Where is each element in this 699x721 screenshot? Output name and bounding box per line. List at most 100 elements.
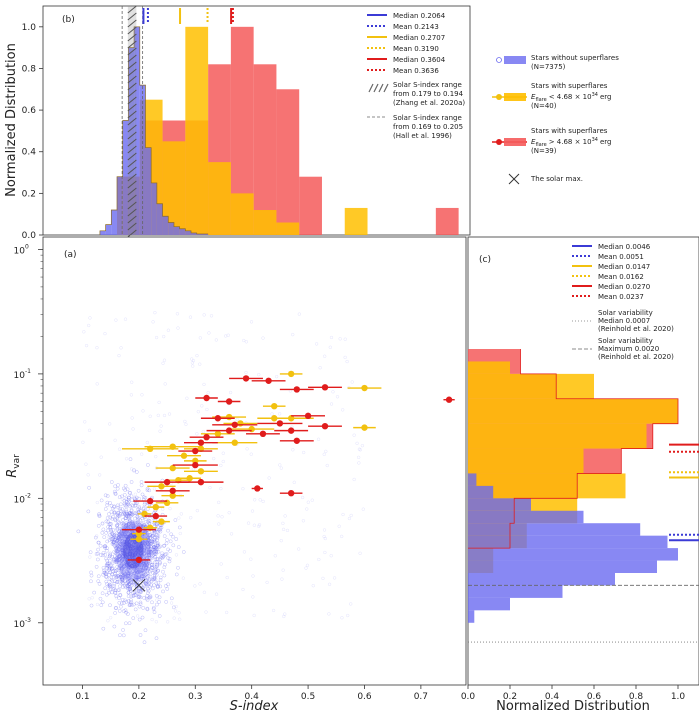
background-star xyxy=(305,563,310,567)
yellow-point xyxy=(231,439,238,446)
background-star xyxy=(140,452,144,456)
background-star xyxy=(134,601,139,606)
red-point xyxy=(192,461,199,469)
background-star xyxy=(126,572,131,576)
panel-b-legend-hatch-icon xyxy=(378,83,384,93)
panel-c-bar xyxy=(468,498,531,511)
background-star xyxy=(104,563,109,568)
background-star xyxy=(153,557,158,561)
background-star xyxy=(360,444,364,448)
background-star xyxy=(126,586,130,591)
background-star xyxy=(285,528,290,532)
background-star xyxy=(92,590,96,595)
panel-c-bar xyxy=(468,473,477,486)
background-star xyxy=(272,608,276,613)
solar-range-hatch-line xyxy=(127,152,137,161)
background-star xyxy=(315,342,319,346)
background-star xyxy=(144,578,149,583)
background-star xyxy=(127,543,132,548)
background-star xyxy=(178,617,182,621)
yellow-point xyxy=(158,518,165,525)
background-star xyxy=(291,333,295,337)
background-star xyxy=(138,562,143,567)
background-star xyxy=(341,408,345,412)
background-star xyxy=(123,317,128,321)
panel-b-bar xyxy=(299,176,322,235)
background-star xyxy=(152,487,156,491)
solar-range-hatch-line xyxy=(127,215,137,224)
background-star xyxy=(127,582,131,587)
background-star xyxy=(116,483,120,487)
background-star xyxy=(141,506,146,510)
panel-c-legend-entry: Solar variability xyxy=(598,337,653,345)
background-star xyxy=(108,566,112,571)
panel-b-bar xyxy=(139,85,146,235)
background-star xyxy=(181,576,185,580)
legend-yellow-cond-unit: erg xyxy=(600,93,612,101)
background-star xyxy=(201,430,205,434)
background-star xyxy=(350,380,354,384)
background-star xyxy=(127,566,131,570)
panel-a-xtick-label: 0.2 xyxy=(132,692,146,702)
legend-yellow-swatch xyxy=(504,93,526,101)
background-star xyxy=(106,528,110,533)
background-star xyxy=(164,541,169,546)
background-star xyxy=(103,332,107,336)
background-star xyxy=(155,585,160,589)
background-star xyxy=(179,512,183,516)
background-star xyxy=(104,531,108,535)
panel-a-ytick-label: 10 xyxy=(14,495,26,505)
background-star xyxy=(125,457,129,461)
background-star xyxy=(129,533,134,537)
background-star xyxy=(162,358,167,362)
solar-range-hatch-line xyxy=(127,187,137,196)
background-star xyxy=(224,334,228,338)
background-star xyxy=(132,553,137,557)
background-star xyxy=(137,586,141,591)
background-star xyxy=(113,489,117,494)
background-star xyxy=(352,433,356,437)
background-star xyxy=(154,560,159,564)
background-star xyxy=(113,438,117,442)
background-star xyxy=(113,557,118,562)
background-star xyxy=(170,601,174,605)
background-star xyxy=(331,390,335,394)
panel-b-bar xyxy=(196,233,209,235)
background-star xyxy=(150,577,155,582)
background-star xyxy=(106,535,111,539)
background-star xyxy=(114,531,119,536)
panel-a-ytick-exponent: -3 xyxy=(25,617,31,624)
background-star xyxy=(86,509,91,514)
panel-c-xtick-label: 0.0 xyxy=(461,692,476,702)
background-star xyxy=(123,503,127,507)
background-star xyxy=(164,552,168,556)
background-star xyxy=(137,505,142,509)
background-star xyxy=(133,504,137,508)
panel-b-bar xyxy=(168,222,174,235)
background-star xyxy=(108,525,113,530)
background-star xyxy=(122,562,127,567)
panel-a-label: (a) xyxy=(64,250,77,260)
background-star xyxy=(123,574,128,578)
background-star xyxy=(127,571,132,575)
background-star xyxy=(323,550,327,555)
background-star xyxy=(126,551,130,555)
panel-b-legend-entry: (Zhang et al. 2020a) xyxy=(393,99,465,107)
background-star xyxy=(148,595,153,600)
background-star xyxy=(130,498,134,503)
background-star xyxy=(97,512,101,516)
background-star xyxy=(304,566,308,570)
background-star xyxy=(113,492,118,496)
background-star xyxy=(152,545,156,550)
background-star xyxy=(145,598,150,602)
background-star xyxy=(317,437,321,441)
background-star xyxy=(124,545,129,549)
background-star xyxy=(141,542,146,547)
background-star xyxy=(156,534,161,538)
red-point xyxy=(163,478,171,486)
background-star xyxy=(200,404,204,408)
background-star xyxy=(151,552,156,557)
background-star xyxy=(141,555,146,559)
panel-a-xtick-label: 0.7 xyxy=(414,692,428,702)
solar-range-hatch-line xyxy=(127,208,137,217)
